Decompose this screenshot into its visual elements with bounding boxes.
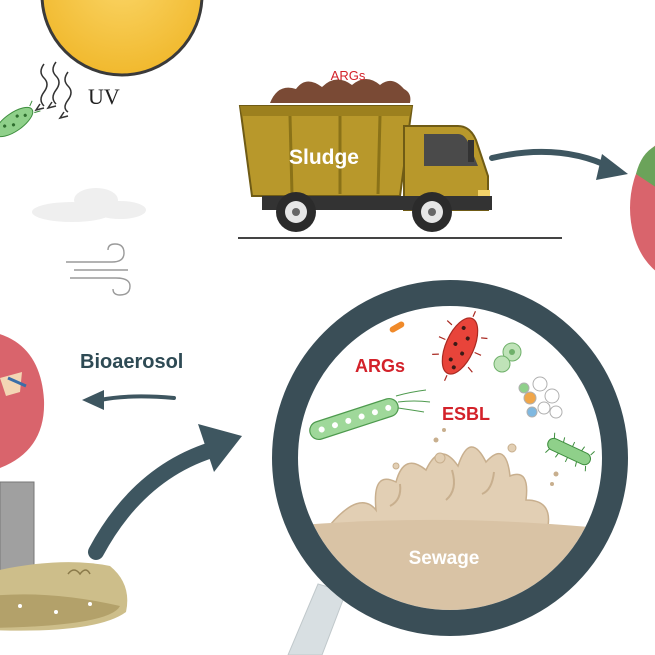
uv-label: UV [88, 84, 120, 109]
arrow-to-left-icon [82, 390, 176, 410]
sewage-label: Sewage [409, 548, 480, 569]
cloud-icon [32, 188, 146, 222]
wind-icon [66, 243, 131, 296]
right-edge-tree-icon [630, 145, 655, 271]
factory-ground-icon [0, 481, 128, 631]
sludge-label: Sludge [289, 146, 359, 169]
truck-args-label: ARGs [331, 68, 366, 83]
esbl-label: ESBL [442, 404, 490, 424]
arrow-to-lens-icon [88, 424, 242, 560]
left-pink-blob-icon [0, 334, 45, 468]
magnifier-ring [272, 280, 628, 636]
sludge-truck [238, 79, 562, 239]
green-bacterium-icon [0, 100, 41, 142]
arrow-to-right-icon [489, 148, 628, 180]
sun-icon [40, 0, 204, 77]
lens-args-label: ARGs [355, 356, 405, 376]
uv-rays-icon [34, 61, 72, 120]
bioaerosol-label: Bioaerosol [80, 351, 183, 373]
